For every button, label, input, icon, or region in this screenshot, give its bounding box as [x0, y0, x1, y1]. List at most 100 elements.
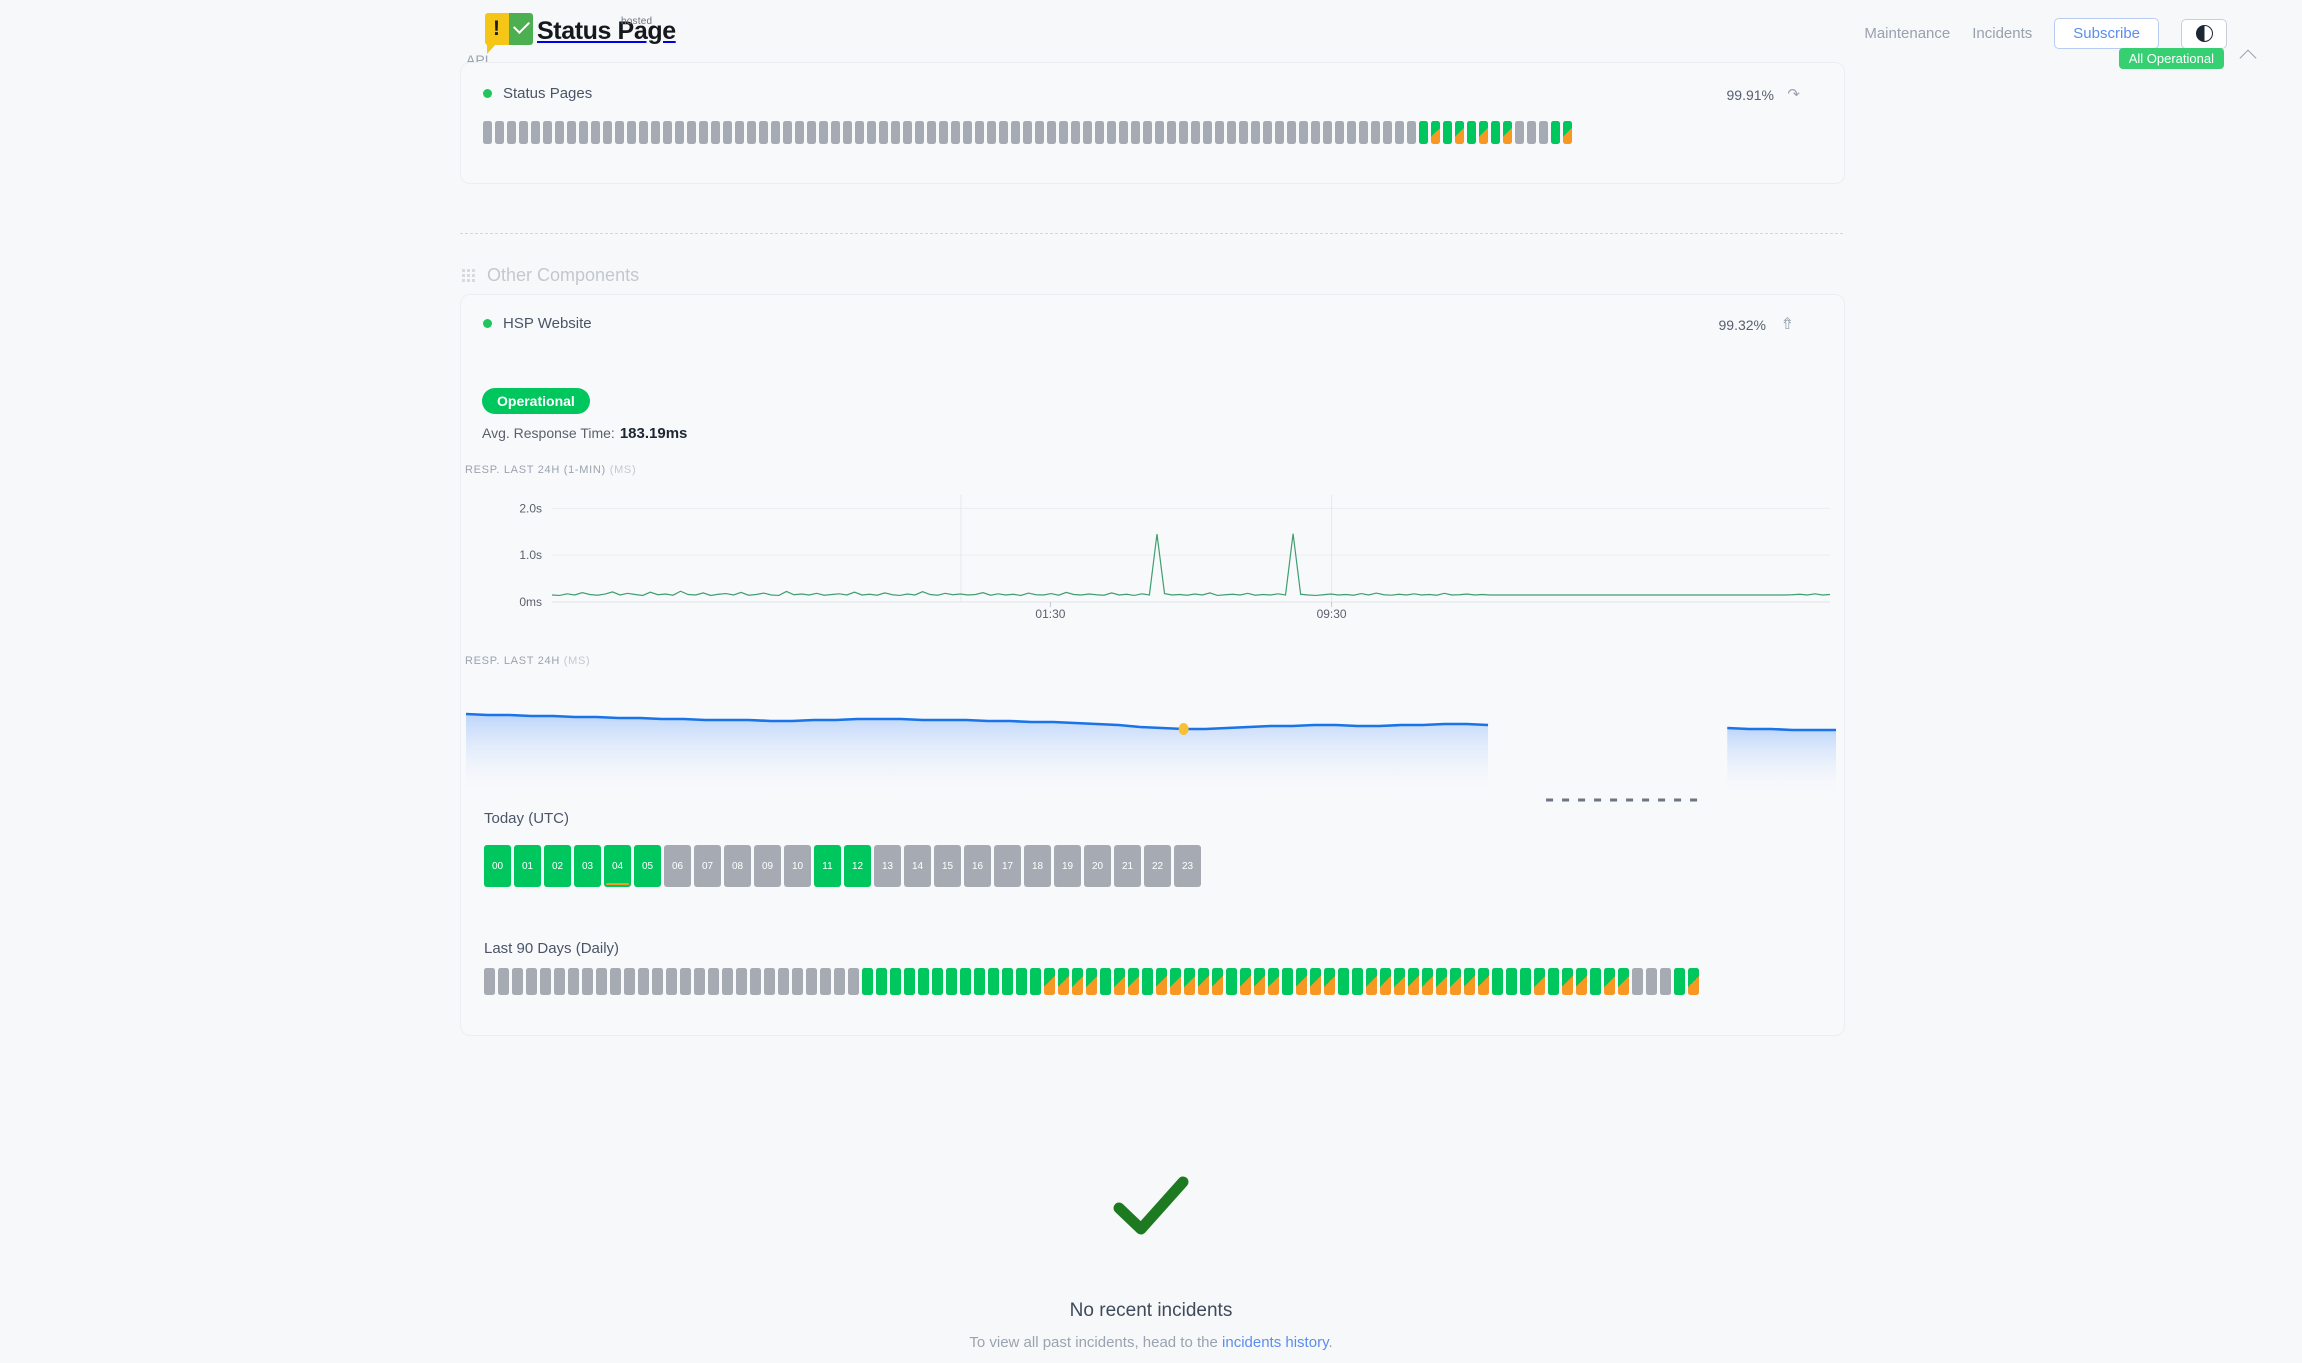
- uptime-bar[interactable]: [1551, 121, 1560, 144]
- uptime-bar[interactable]: [1478, 968, 1489, 995]
- uptime-bar[interactable]: [495, 121, 504, 144]
- uptime-bar[interactable]: [1576, 968, 1587, 995]
- uptime-bar[interactable]: [1563, 121, 1572, 144]
- uptime-bar[interactable]: [531, 121, 540, 144]
- uptime-bar[interactable]: [848, 968, 859, 995]
- uptime-bar[interactable]: [1464, 968, 1475, 995]
- refresh-icon[interactable]: ↷: [1787, 86, 1800, 103]
- uptime-bar[interactable]: [1660, 968, 1671, 995]
- uptime-bar[interactable]: [1371, 121, 1380, 144]
- uptime-bar[interactable]: [1191, 121, 1200, 144]
- uptime-bar[interactable]: [1114, 968, 1125, 995]
- uptime-bar[interactable]: [1254, 968, 1265, 995]
- uptime-bar[interactable]: [843, 121, 852, 144]
- hour-block[interactable]: 23: [1174, 845, 1201, 887]
- uptime-bar[interactable]: [1548, 968, 1559, 995]
- uptime-bar[interactable]: [1455, 121, 1464, 144]
- uptime-bar[interactable]: [1335, 121, 1344, 144]
- uptime-bar[interactable]: [526, 968, 537, 995]
- uptime-bar[interactable]: [638, 968, 649, 995]
- uptime-bar[interactable]: [1215, 121, 1224, 144]
- uptime-bar[interactable]: [1394, 968, 1405, 995]
- uptime-bar[interactable]: [1239, 121, 1248, 144]
- hour-block[interactable]: 21: [1114, 845, 1141, 887]
- uptime-bar[interactable]: [627, 121, 636, 144]
- component-header[interactable]: HSP Website: [483, 315, 592, 332]
- uptime-bar[interactable]: [1407, 121, 1416, 144]
- uptime-bar[interactable]: [1491, 121, 1500, 144]
- hour-block[interactable]: 07: [694, 845, 721, 887]
- hour-block[interactable]: 11: [814, 845, 841, 887]
- uptime-bar[interactable]: [1520, 968, 1531, 995]
- hour-block[interactable]: 03: [574, 845, 601, 887]
- uptime-bar[interactable]: [1263, 121, 1272, 144]
- uptime-bar[interactable]: [975, 121, 984, 144]
- uptime-bar[interactable]: [1016, 968, 1027, 995]
- uptime-bar[interactable]: [687, 121, 696, 144]
- uptime-bar[interactable]: [932, 968, 943, 995]
- uptime-bar[interactable]: [1296, 968, 1307, 995]
- uptime-bar[interactable]: [1275, 121, 1284, 144]
- uptime-bar[interactable]: [1527, 121, 1536, 144]
- uptime-bar[interactable]: [555, 121, 564, 144]
- uptime-bar[interactable]: [1203, 121, 1212, 144]
- uptime-bar[interactable]: [711, 121, 720, 144]
- uptime-bar[interactable]: [663, 121, 672, 144]
- uptime-bar[interactable]: [1323, 121, 1332, 144]
- uptime-bar[interactable]: [596, 968, 607, 995]
- uptime-bar[interactable]: [519, 121, 528, 144]
- uptime-bar[interactable]: [1167, 121, 1176, 144]
- uptime-bar[interactable]: [1142, 968, 1153, 995]
- uptime-bar[interactable]: [795, 121, 804, 144]
- uptime-bar[interactable]: [554, 968, 565, 995]
- nav-maintenance[interactable]: Maintenance: [1864, 25, 1951, 42]
- uptime-bar[interactable]: [915, 121, 924, 144]
- uptime-bar[interactable]: [862, 968, 873, 995]
- uptime-bar[interactable]: [1395, 121, 1404, 144]
- uptime-bar[interactable]: [680, 968, 691, 995]
- uptime-bar[interactable]: [807, 121, 816, 144]
- uptime-bar[interactable]: [1198, 968, 1209, 995]
- uptime-bar[interactable]: [890, 968, 901, 995]
- uptime-bar[interactable]: [543, 121, 552, 144]
- uptime-bar[interactable]: [819, 121, 828, 144]
- uptime-bar[interactable]: [834, 968, 845, 995]
- group-header[interactable]: Status Pages: [483, 85, 592, 102]
- uptime-bar[interactable]: [1479, 121, 1488, 144]
- uptime-bar[interactable]: [1119, 121, 1128, 144]
- uptime-bar[interactable]: [1450, 968, 1461, 995]
- hour-block[interactable]: 05: [634, 845, 661, 887]
- uptime-bar[interactable]: [1251, 121, 1260, 144]
- uptime-bar[interactable]: [652, 968, 663, 995]
- uptime-bar[interactable]: [639, 121, 648, 144]
- uptime-bar[interactable]: [1170, 968, 1181, 995]
- uptime-bar[interactable]: [831, 121, 840, 144]
- uptime-bar[interactable]: [759, 121, 768, 144]
- uptime-bar[interactable]: [579, 121, 588, 144]
- uptime-bar[interactable]: [1287, 121, 1296, 144]
- uptime-bar[interactable]: [1179, 121, 1188, 144]
- uptime-bar[interactable]: [1539, 121, 1548, 144]
- uptime-bar[interactable]: [1030, 968, 1041, 995]
- uptime-bar[interactable]: [918, 968, 929, 995]
- uptime-bar[interactable]: [1072, 968, 1083, 995]
- uptime-bar[interactable]: [867, 121, 876, 144]
- uptime-bar[interactable]: [960, 968, 971, 995]
- uptime-bar[interactable]: [615, 121, 624, 144]
- uptime-bar[interactable]: [1047, 121, 1056, 144]
- pin-icon[interactable]: ⇮: [1780, 316, 1794, 333]
- uptime-bar[interactable]: [1156, 968, 1167, 995]
- uptime-bar[interactable]: [567, 121, 576, 144]
- uptime-bar[interactable]: [735, 121, 744, 144]
- uptime-bar[interactable]: [747, 121, 756, 144]
- uptime-bar[interactable]: [484, 968, 495, 995]
- uptime-bar[interactable]: [540, 968, 551, 995]
- uptime-bar[interactable]: [939, 121, 948, 144]
- brand-logo[interactable]: ! Status Page: [485, 13, 676, 54]
- uptime-bar[interactable]: [722, 968, 733, 995]
- uptime-bar[interactable]: [1534, 968, 1545, 995]
- uptime-bar[interactable]: [1436, 968, 1447, 995]
- uptime-bar[interactable]: [951, 121, 960, 144]
- uptime-bar[interactable]: [507, 121, 516, 144]
- uptime-bar[interactable]: [1227, 121, 1236, 144]
